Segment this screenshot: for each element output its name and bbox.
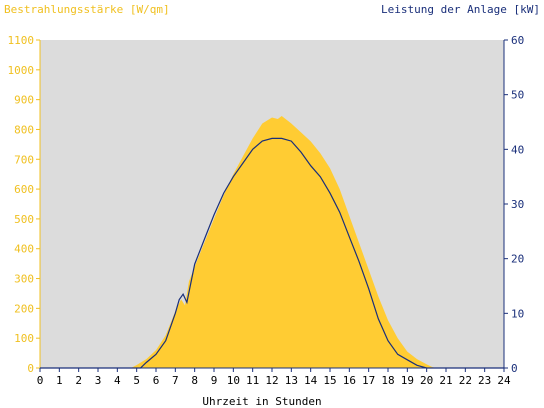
x-tick-label: 11: [246, 374, 259, 387]
x-tick-label: 7: [172, 374, 179, 387]
x-tick-label: 3: [95, 374, 102, 387]
left-tick-label: 0: [27, 362, 34, 375]
x-tick-label: 5: [133, 374, 140, 387]
x-tick-label: 1: [56, 374, 63, 387]
right-tick-label: 0: [511, 362, 518, 375]
x-tick-label: 22: [459, 374, 472, 387]
x-tick-label: 21: [439, 374, 452, 387]
left-tick-label: 800: [14, 123, 34, 136]
left-tick-label: 1000: [8, 64, 35, 77]
x-tick-label: 15: [323, 374, 336, 387]
x-tick-label: 18: [381, 374, 394, 387]
x-tick-label: 24: [497, 374, 511, 387]
line-layer: [40, 137, 504, 369]
left-tick-label: 1100: [8, 34, 35, 47]
x-tick-label: 20: [420, 374, 433, 387]
x-tick-label: 19: [401, 374, 414, 387]
x-tick-label: 23: [478, 374, 491, 387]
x-tick-label: 2: [75, 374, 82, 387]
left-tick-label: 100: [14, 332, 34, 345]
left-tick-label: 300: [14, 273, 34, 286]
right-tick-label: 30: [511, 198, 524, 211]
x-tick-label: 8: [191, 374, 198, 387]
area-layer: [40, 116, 504, 368]
x-tick-label: 10: [227, 374, 240, 387]
x-tick-label: 13: [285, 374, 298, 387]
x-tick-label: 9: [211, 374, 218, 387]
right-tick-label: 60: [511, 34, 524, 47]
x-tick-label: 14: [304, 374, 318, 387]
x-tick-label: 12: [265, 374, 278, 387]
right-axis-title: Leistung der Anlage [kW]: [381, 3, 540, 16]
left-tick-label: 700: [14, 153, 34, 166]
left-tick-label: 400: [14, 243, 34, 256]
right-tick-label: 40: [511, 143, 524, 156]
x-tick-label: 4: [114, 374, 121, 387]
right-tick-label: 50: [511, 89, 524, 102]
right-tick-label: 20: [511, 253, 524, 266]
right-tick-label: 10: [511, 307, 524, 320]
left-tick-label: 200: [14, 302, 34, 315]
left-tick-label: 500: [14, 213, 34, 226]
x-tick-label: 6: [153, 374, 160, 387]
left-tick-label: 600: [14, 183, 34, 196]
left-tick-label: 900: [14, 94, 34, 107]
left-axis-title: Bestrahlungsstärke [W/qm]: [4, 3, 170, 16]
x-axis-title: Uhrzeit in Stunden: [202, 395, 321, 408]
ticks-layer: 0100200300400500600700800900100011000102…: [8, 34, 525, 387]
irradiance-area: [40, 116, 504, 368]
power-line: [40, 137, 504, 369]
x-tick-label: 0: [37, 374, 44, 387]
x-tick-label: 17: [362, 374, 375, 387]
x-tick-label: 16: [343, 374, 356, 387]
